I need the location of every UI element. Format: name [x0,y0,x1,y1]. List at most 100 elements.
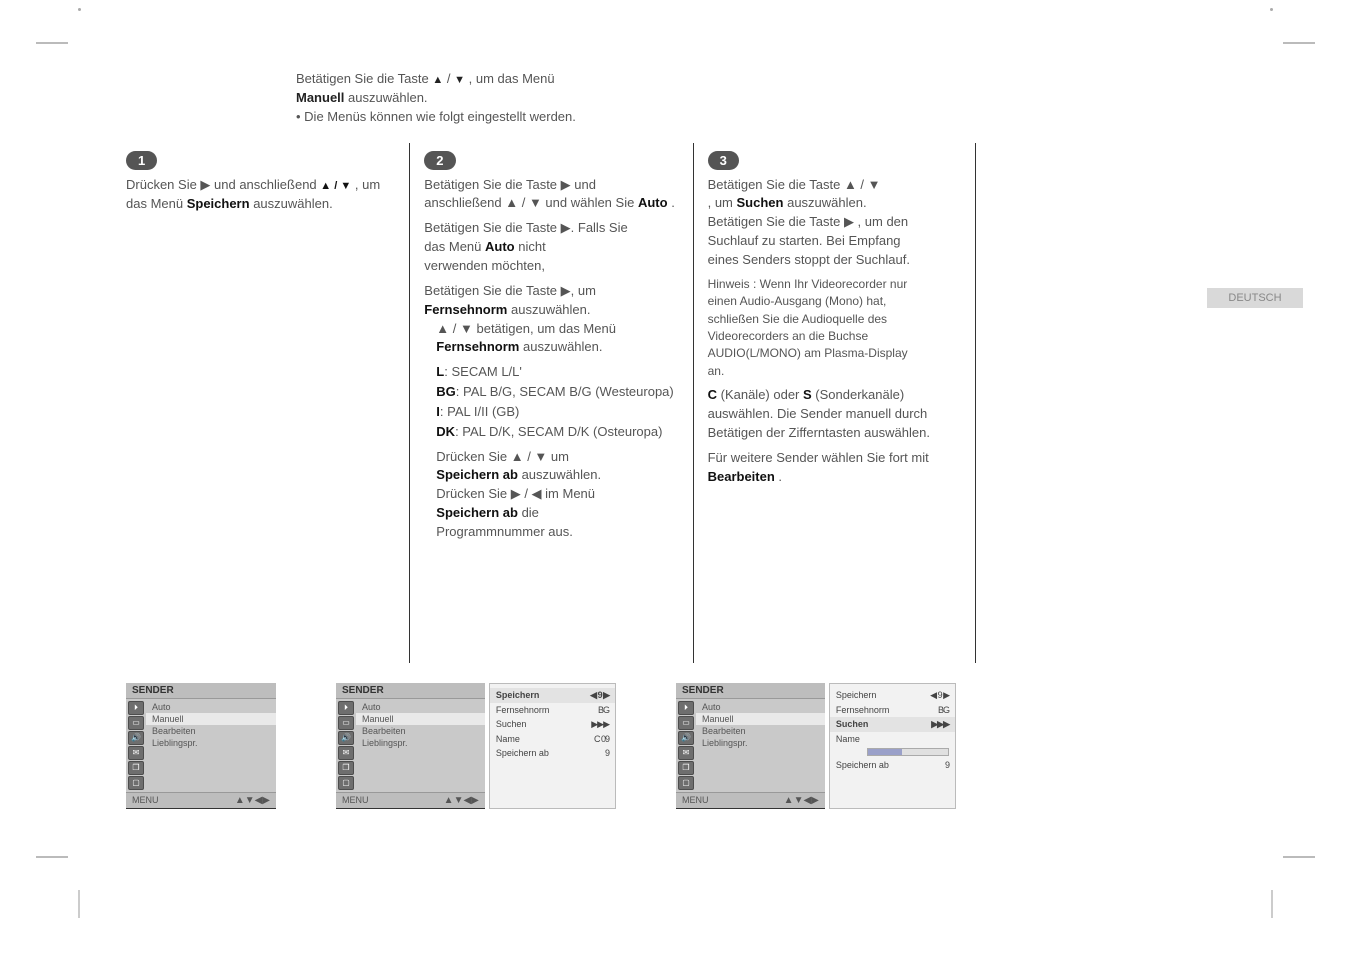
s1-text-a: Drücken Sie ▶ und anschließend [126,177,320,192]
step-2-badge: 2 [424,151,455,170]
osd-item: Auto [362,701,479,713]
s2-l6: Betätigen Sie die Taste ▶, um [424,283,596,298]
osd-item: Lieblingspr. [362,737,479,749]
osd-item: Manuell [356,713,485,725]
s3-bearbeiten: Bearbeiten [708,469,775,484]
s3-cs-tail2: Betätigen der Zifferntasten auswählen. [708,425,930,440]
s2-fn1: Fernsehnorm [424,302,507,317]
osd-item: Manuell [696,713,825,725]
osd-panel-2: Speichern◀ 9 ▶FernsehnormBGSuchen▶▶▶Name… [489,683,616,809]
s2-sab: Speichern ab [436,467,518,482]
s2-l1: Betätigen Sie die Taste ▶ und [424,177,596,192]
pip-icon: ❐ [338,761,354,775]
opt-DK-d: : PAL D/K, SECAM D/K (Osteuropa) [455,424,662,439]
s2-sab-post: auszuwählen. [522,467,602,482]
s3-edit-c: . [778,469,782,484]
s3-l3: Betätigen Sie die Taste ▶ , um den [708,214,909,229]
s1-text-e: auszuwählen. [253,196,333,211]
osd-icon-strip-3: ⏵ ▭ 🔊 ✉ ❐ ▢ [676,699,696,792]
osd-item: Auto [152,701,270,713]
osd-list-2: AutoManuellBearbeitenLieblingspr. [356,699,485,792]
osd-foot-nav-3: ▲▼◀▶ [784,795,819,806]
osd-foot-left-2: MENU [342,795,369,806]
osd-panel-row: Speichern ab9 [836,758,949,772]
sound-icon: 🔊 [678,731,694,745]
osd-foot-nav-2: ▲▼◀▶ [444,795,479,806]
s2-l5: verwenden möchten, [424,258,545,273]
osd-list-1: AutoManuellBearbeitenLieblingspr. [146,699,276,792]
opt-BG-d: : PAL B/G, SECAM B/G (Westeuropa) [456,384,674,399]
s3-cs-tail: auswählen. Die Sender manuell durch [708,406,928,421]
osd-3: SENDER ⏵ ▭ 🔊 ✉ ❐ ▢ AutoManuellBearbeiten… [676,683,956,809]
up-triangle-icon: ▲ [432,74,443,86]
s3-C: C [708,387,717,402]
s2-l9: auszuwählen. [523,339,603,354]
osd-item: Lieblingspr. [702,737,819,749]
tv-icon: ⏵ [338,701,354,715]
osd-title-2: SENDER [336,683,485,699]
tv-icon: ⏵ [678,701,694,715]
osd-list-3: AutoManuellBearbeitenLieblingspr. [696,699,825,792]
step-1-badge: 1 [126,151,157,170]
osd-panel-row: Suchen▶▶▶ [496,717,609,732]
s1-menu-name: Speichern [187,196,250,211]
osd-panel-3: Speichern◀ 9 ▶FernsehnormBGSuchen▶▶▶Name… [829,683,956,809]
s2-l4a: das Menü [424,239,485,254]
osd-panel-row: Name [836,732,949,746]
osd-panel-row: FernsehnormBG [836,703,949,717]
s2-sab2: Speichern ab [436,505,518,520]
osd-foot-nav: ▲▼◀▶ [235,795,270,806]
pip-icon: ❐ [678,761,694,775]
s3-n1: Hinweis : Wenn Ihr Videorecorder nur [708,277,908,291]
search-progress-bar [867,748,949,756]
updown-icon: ▲ / ▼ [320,180,351,192]
osd-title: SENDER [126,683,276,699]
osd-title-3: SENDER [676,683,825,699]
s3-l4: Suchlauf zu starten. Bei Empfang [708,233,901,248]
s2-auto1: Auto [638,195,668,210]
opt-BG: BG [436,384,456,399]
opt-I-d: : PAL I/II (GB) [440,404,519,419]
intro-highlight: Manuell [296,90,344,105]
opt-L-d: : SECAM L/L' [444,364,522,379]
mail-icon: ✉ [678,746,694,760]
sound-icon: 🔊 [128,731,144,745]
step-columns: 1 Drücken Sie ▶ und anschließend ▲ / ▼ ,… [126,143,976,663]
osd-item: Bearbeiten [362,725,479,737]
s2-l4c: nicht [518,239,545,254]
s2-l3: Betätigen Sie die Taste ▶. Falls Sie [424,220,627,235]
screen-icon: ▭ [338,716,354,730]
osd-panel-row: Speichern ab9 [496,746,609,760]
language-tab: DEUTSCH [1207,288,1303,308]
s3-n2: einen Audio-Ausgang (Mono) hat, [708,294,887,308]
s2-sab-pre: Drücken Sie ▲ / ▼ um [424,449,569,464]
osd-panel-row: Suchen▶▶▶ [830,717,955,732]
osd-item: Bearbeiten [702,725,819,737]
osd-item: Manuell [146,713,276,725]
step-2: 2 Betätigen Sie die Taste ▶ und anschlie… [409,143,692,663]
s2-sab2-post: die [522,505,539,520]
intro-tail: auszuwählen. [348,90,428,105]
s2-l2a: anschließend ▲ / ▼ und wählen Sie [424,195,634,210]
s2-sab2-pre: Drücken Sie ▶ / ◀ im Menü [424,486,595,501]
s2-sab3: Programmnummer aus. [424,524,573,539]
s3-S: S [803,387,812,402]
s3-n5: AUDIO(L/MONO) am Plasma-Display [708,346,908,360]
osd-foot-left-3: MENU [682,795,709,806]
osd-panel-row: Speichern◀ 9 ▶ [836,688,949,703]
osd-previews: SENDER ⏵ ▭ 🔊 ✉ ❐ ▢ AutoManuellBearbeiten… [126,683,976,809]
screen-icon: ▭ [678,716,694,730]
tv-norm-options: L: SECAM L/L' BG: PAL B/G, SECAM B/G (We… [424,363,678,441]
osd-panel-row: NameC 09 [496,732,609,746]
osd-2: SENDER ⏵ ▭ 🔊 ✉ ❐ ▢ AutoManuellBearbeiten… [336,683,616,809]
osd-item: Lieblingspr. [152,737,270,749]
pip-icon: ❐ [128,761,144,775]
osd-icon-strip: ⏵ ▭ 🔊 ✉ ❐ ▢ [126,699,146,792]
setup-icon: ▢ [338,776,354,790]
mail-icon: ✉ [128,746,144,760]
setup-icon: ▢ [128,776,144,790]
s2-l8: ▲ / ▼ betätigen, um das Menü [424,321,616,336]
intro-pre: Betätigen Sie die Taste [296,71,432,86]
step-3: 3 Betätigen Sie die Taste ▲ / ▼ , um Suc… [693,143,976,663]
osd-item: Auto [702,701,819,713]
